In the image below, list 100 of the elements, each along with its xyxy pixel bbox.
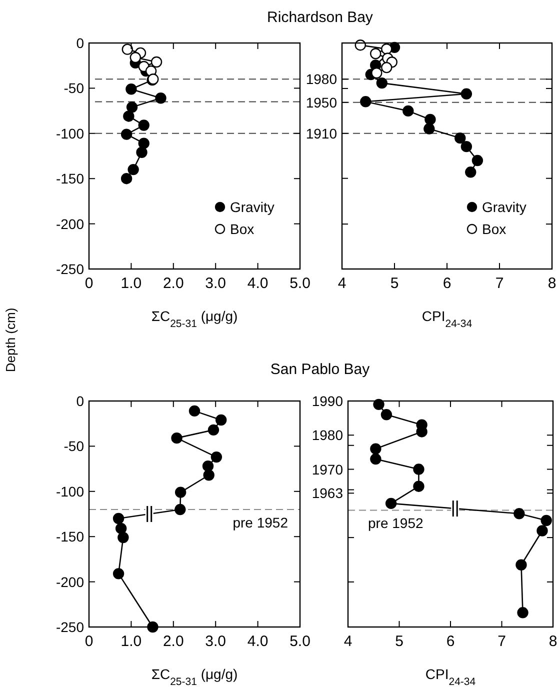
legend-label: Gravity bbox=[482, 199, 526, 215]
point bbox=[202, 460, 214, 472]
chart-title: San Pablo Bay bbox=[270, 361, 370, 378]
x-tick-label: 4.0 bbox=[247, 275, 268, 292]
point bbox=[465, 166, 476, 178]
point bbox=[472, 154, 484, 166]
y-tick-label: 1990 bbox=[312, 393, 344, 409]
legend-label: Gravity bbox=[230, 199, 274, 215]
y-tick-label: -150 bbox=[56, 170, 84, 187]
point bbox=[413, 464, 424, 475]
x-axis-title: ΣC$_{25-31}$ (μg/g) bbox=[151, 308, 238, 330]
x-tick-label: 1.0 bbox=[120, 275, 142, 292]
point bbox=[171, 432, 182, 444]
point bbox=[208, 424, 220, 436]
point bbox=[120, 128, 132, 140]
legend-label: Box bbox=[230, 221, 254, 237]
point bbox=[128, 164, 139, 176]
x-axis-title: ΣC$_{25-31}$ (μg/g) bbox=[151, 666, 238, 687]
y-tick-label: 1980 bbox=[306, 71, 338, 88]
x-axis-title: CPI$_{24-34}$ bbox=[425, 666, 476, 687]
x-tick-label: 6 bbox=[442, 275, 452, 292]
point bbox=[517, 607, 528, 618]
y-tick-label: -100 bbox=[56, 483, 84, 500]
point bbox=[210, 451, 222, 463]
point bbox=[123, 110, 134, 122]
point bbox=[424, 123, 435, 134]
y-tick-label: 0 bbox=[76, 393, 84, 409]
chart-title: Richardson Bay bbox=[267, 9, 374, 26]
point bbox=[112, 512, 124, 524]
legend-label: Box bbox=[482, 221, 506, 237]
point bbox=[413, 480, 424, 492]
y-tick-label: -250 bbox=[56, 261, 84, 277]
y-tick-label: -50 bbox=[64, 80, 84, 96]
x-tick-label: 7 bbox=[495, 275, 504, 292]
x-tick-label: 5 bbox=[395, 633, 404, 650]
x-tick-label: 1.0 bbox=[120, 633, 142, 650]
point bbox=[203, 470, 214, 481]
x-tick-label: 3.0 bbox=[205, 275, 226, 292]
y-tick-label: -50 bbox=[64, 438, 84, 454]
x-axis-title: CPI$_{24-34}$ bbox=[422, 308, 472, 330]
point bbox=[540, 514, 552, 526]
point bbox=[122, 44, 133, 55]
point bbox=[138, 120, 150, 131]
point bbox=[370, 443, 382, 454]
point bbox=[514, 508, 525, 520]
point bbox=[174, 504, 186, 516]
y-tick-label: -100 bbox=[56, 125, 84, 142]
y-tick-label: -250 bbox=[56, 619, 84, 635]
x-tick-label: 5.0 bbox=[290, 633, 310, 650]
x-tick-label: 5.0 bbox=[290, 275, 310, 292]
point bbox=[188, 405, 200, 417]
y-tick-label: -200 bbox=[56, 574, 84, 590]
y-tick-label: -150 bbox=[56, 528, 84, 545]
point bbox=[454, 132, 466, 144]
x-tick-label: 8 bbox=[548, 275, 556, 292]
x-tick-label: 5 bbox=[390, 275, 399, 292]
point bbox=[371, 67, 382, 79]
x-tick-label: 7 bbox=[498, 633, 506, 650]
x-tick-label: 4 bbox=[338, 275, 346, 292]
point bbox=[516, 559, 527, 570]
point bbox=[118, 532, 129, 544]
x-tick-label: 4.0 bbox=[247, 633, 268, 650]
x-tick-label: 6 bbox=[446, 633, 455, 650]
point bbox=[536, 525, 548, 536]
point bbox=[150, 56, 162, 68]
point bbox=[370, 48, 382, 60]
point bbox=[138, 138, 150, 149]
y-axis-title: Depth (cm) bbox=[3, 308, 18, 372]
ref-line-label: pre 1952 bbox=[232, 514, 288, 530]
x-tick-label: 8 bbox=[548, 633, 558, 650]
point bbox=[424, 114, 436, 126]
point bbox=[155, 92, 166, 104]
point bbox=[370, 453, 382, 465]
x-tick-label: 2.0 bbox=[162, 633, 184, 650]
x-tick-label: 2.0 bbox=[162, 275, 184, 292]
y-tick-label: 1950 bbox=[306, 94, 338, 110]
point bbox=[373, 398, 384, 410]
point bbox=[360, 96, 372, 108]
y-tick-label: -200 bbox=[56, 216, 84, 232]
point bbox=[130, 52, 142, 64]
point bbox=[174, 486, 186, 498]
y-tick-label: 1910 bbox=[306, 125, 338, 142]
point bbox=[376, 77, 388, 89]
point bbox=[215, 414, 227, 426]
y-tick-label: 1980 bbox=[312, 427, 344, 444]
point bbox=[380, 409, 392, 420]
x-tick-label: 4 bbox=[344, 633, 352, 650]
point bbox=[385, 498, 397, 510]
point bbox=[136, 146, 148, 158]
y-tick-label: 1970 bbox=[312, 461, 344, 478]
point bbox=[381, 43, 392, 55]
point bbox=[402, 105, 414, 117]
point bbox=[460, 88, 472, 100]
y-tick-label: 0 bbox=[76, 35, 84, 51]
y-tick-label: 1963 bbox=[312, 485, 344, 502]
point bbox=[126, 102, 138, 113]
x-tick-label: 3.0 bbox=[205, 633, 226, 650]
point bbox=[120, 173, 132, 184]
point bbox=[460, 140, 472, 152]
point bbox=[112, 568, 124, 580]
